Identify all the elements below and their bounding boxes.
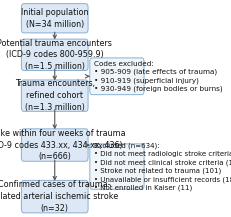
FancyBboxPatch shape: [21, 80, 88, 111]
Text: Confirmed cases of trauma-
related arterial ischemic stroke
(n=32): Confirmed cases of trauma- related arter…: [0, 180, 117, 213]
Text: Potential trauma encounters
(ICD-9 codes 800-959.9)
(n=1.5 million): Potential trauma encounters (ICD-9 codes…: [0, 38, 112, 71]
Text: Trauma encounters,
refined cohort
(n=1.3 million): Trauma encounters, refined cohort (n=1.3…: [15, 79, 94, 112]
FancyBboxPatch shape: [89, 58, 143, 95]
FancyBboxPatch shape: [21, 180, 88, 213]
Text: Stroke within four weeks of trauma
(ICD-9 codes 433.xx, 434.xx, 436)
(n=666): Stroke within four weeks of trauma (ICD-…: [0, 129, 125, 161]
FancyBboxPatch shape: [21, 129, 88, 161]
FancyBboxPatch shape: [89, 144, 143, 189]
FancyBboxPatch shape: [21, 39, 88, 71]
FancyBboxPatch shape: [21, 4, 88, 33]
Text: Initial population
(N=34 million): Initial population (N=34 million): [21, 8, 88, 29]
Text: Codes excluded:
• 905-909 (late effects of trauma)
• 910-919 (superficial injury: Codes excluded: • 905-909 (late effects …: [93, 61, 221, 92]
Text: Excluded (n=634):
• Did not meet radiologic stroke criteria (360)
• Did not meet: Excluded (n=634): • Did not meet radiolo…: [93, 142, 231, 191]
